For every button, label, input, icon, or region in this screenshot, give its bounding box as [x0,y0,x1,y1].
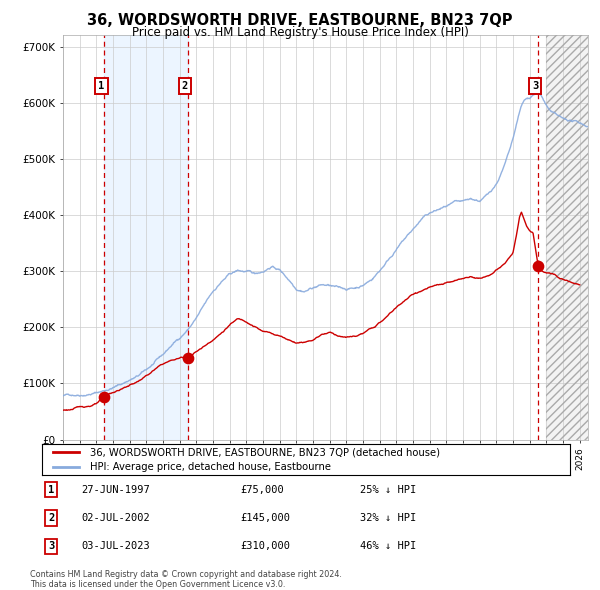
Point [183,353,193,363]
Text: Contains HM Land Registry data © Crown copyright and database right 2024.: Contains HM Land Registry data © Crown c… [30,570,342,579]
Point [533,261,543,270]
Text: 2: 2 [182,81,188,91]
Text: 25% ↓ HPI: 25% ↓ HPI [360,485,416,494]
Text: 36, WORDSWORTH DRIVE, EASTBOURNE, BN23 7QP: 36, WORDSWORTH DRIVE, EASTBOURNE, BN23 7… [87,13,513,28]
Bar [547,35,588,440]
Text: 1: 1 [48,485,54,494]
Text: £310,000: £310,000 [240,542,290,551]
Point [100,393,109,402]
Text: 27-JUN-1997: 27-JUN-1997 [81,485,150,494]
Text: HPI: Average price, detached house, Eastbourne: HPI: Average price, detached house, East… [89,462,331,472]
Text: 46% ↓ HPI: 46% ↓ HPI [360,542,416,551]
Text: 3: 3 [532,81,538,91]
Text: Price paid vs. HM Land Registry's House Price Index (HPI): Price paid vs. HM Land Registry's House … [131,26,469,39]
Text: This data is licensed under the Open Government Licence v3.0.: This data is licensed under the Open Gov… [30,579,286,589]
Bar [104,35,188,440]
Text: £75,000: £75,000 [240,485,284,494]
Text: 1: 1 [98,81,104,91]
Text: 3: 3 [48,542,54,551]
Bar [547,35,588,440]
Text: 36, WORDSWORTH DRIVE, EASTBOURNE, BN23 7QP (detached house): 36, WORDSWORTH DRIVE, EASTBOURNE, BN23 7… [89,447,440,457]
Text: 32% ↓ HPI: 32% ↓ HPI [360,513,416,523]
Text: 02-JUL-2002: 02-JUL-2002 [81,513,150,523]
Text: 2: 2 [48,513,54,523]
Text: 03-JUL-2023: 03-JUL-2023 [81,542,150,551]
Text: £145,000: £145,000 [240,513,290,523]
